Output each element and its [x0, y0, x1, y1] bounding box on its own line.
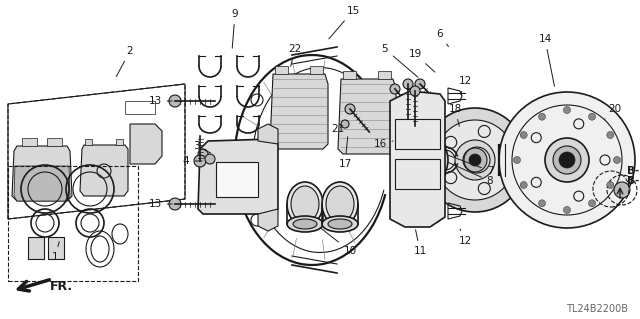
Text: 13: 13 [148, 199, 172, 209]
Ellipse shape [589, 113, 595, 120]
Ellipse shape [513, 157, 520, 164]
Ellipse shape [538, 113, 545, 120]
Ellipse shape [607, 131, 614, 138]
Text: 1: 1 [52, 242, 60, 262]
Ellipse shape [520, 182, 527, 189]
Bar [28, 237, 44, 259]
Ellipse shape [287, 182, 323, 226]
Polygon shape [310, 66, 323, 74]
Polygon shape [12, 146, 72, 201]
Ellipse shape [553, 146, 581, 174]
Ellipse shape [589, 200, 595, 207]
Bar [395, 159, 440, 189]
Text: B-21-1: B-21-1 [627, 176, 640, 186]
Bar [395, 119, 440, 149]
Polygon shape [130, 124, 162, 164]
Text: 12: 12 [458, 229, 472, 246]
Ellipse shape [169, 198, 181, 210]
Text: 21: 21 [332, 124, 344, 134]
Polygon shape [14, 166, 70, 201]
Text: 17: 17 [339, 137, 351, 169]
Ellipse shape [538, 200, 545, 207]
Text: B-21: B-21 [627, 166, 640, 176]
Polygon shape [85, 139, 92, 145]
Text: 8: 8 [447, 162, 493, 186]
Text: 6: 6 [436, 29, 449, 47]
Polygon shape [258, 209, 278, 231]
Polygon shape [22, 138, 37, 146]
Bar [216, 162, 258, 197]
Text: 12: 12 [458, 76, 472, 94]
Ellipse shape [194, 155, 206, 167]
Ellipse shape [291, 186, 319, 222]
Ellipse shape [614, 157, 621, 164]
Bar [48, 237, 64, 259]
Text: 3: 3 [193, 141, 211, 153]
Text: 19: 19 [408, 49, 435, 72]
Text: 7: 7 [447, 155, 493, 176]
Text: 14: 14 [538, 34, 554, 86]
Polygon shape [275, 66, 288, 74]
Bar [8, 166, 138, 281]
Text: 11: 11 [413, 230, 427, 256]
Ellipse shape [345, 104, 355, 114]
Text: 22: 22 [289, 44, 301, 66]
Ellipse shape [559, 152, 575, 168]
Text: 2: 2 [116, 46, 133, 77]
Polygon shape [116, 139, 123, 145]
Ellipse shape [607, 182, 614, 189]
Ellipse shape [415, 79, 425, 89]
Text: 20: 20 [605, 104, 621, 119]
Text: 18: 18 [449, 104, 461, 126]
Ellipse shape [435, 120, 515, 200]
Ellipse shape [469, 154, 481, 166]
Ellipse shape [499, 92, 635, 228]
Polygon shape [80, 145, 128, 196]
Ellipse shape [563, 107, 570, 114]
Polygon shape [258, 124, 278, 144]
Ellipse shape [326, 186, 354, 222]
Ellipse shape [287, 216, 323, 232]
Ellipse shape [392, 132, 448, 188]
Ellipse shape [563, 206, 570, 213]
Ellipse shape [390, 84, 400, 94]
Ellipse shape [520, 131, 527, 138]
Ellipse shape [322, 216, 358, 232]
Ellipse shape [463, 148, 487, 172]
Ellipse shape [341, 120, 349, 128]
Text: 15: 15 [329, 6, 360, 39]
Ellipse shape [169, 95, 181, 107]
Text: TL24B2200B: TL24B2200B [566, 304, 628, 314]
Ellipse shape [198, 149, 208, 159]
Ellipse shape [408, 148, 432, 172]
Text: FR.: FR. [50, 280, 73, 293]
Ellipse shape [205, 154, 215, 164]
Ellipse shape [322, 182, 358, 226]
Text: 4: 4 [182, 156, 202, 166]
Text: 5: 5 [381, 44, 418, 77]
Polygon shape [198, 139, 278, 214]
Text: 16: 16 [373, 139, 393, 149]
Polygon shape [343, 71, 356, 79]
Polygon shape [270, 74, 328, 149]
Ellipse shape [400, 140, 440, 180]
Polygon shape [47, 138, 62, 146]
Text: 9: 9 [232, 9, 238, 48]
Ellipse shape [423, 108, 527, 212]
Polygon shape [390, 91, 445, 227]
Ellipse shape [293, 219, 317, 229]
Ellipse shape [455, 140, 495, 180]
Polygon shape [378, 71, 391, 79]
Ellipse shape [410, 86, 420, 96]
Text: 10: 10 [320, 228, 356, 256]
Ellipse shape [403, 79, 413, 89]
Text: 13: 13 [148, 96, 172, 106]
Ellipse shape [614, 182, 630, 198]
Ellipse shape [328, 219, 352, 229]
Ellipse shape [545, 138, 589, 182]
Polygon shape [338, 79, 396, 154]
